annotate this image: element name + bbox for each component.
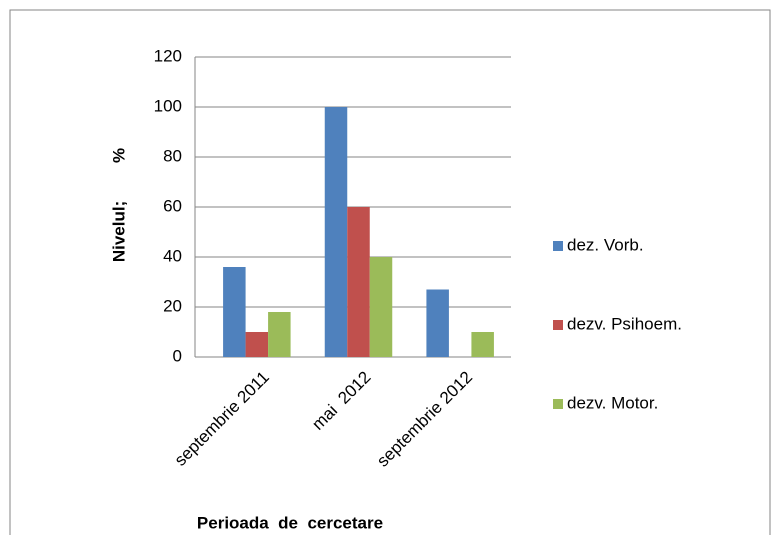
legend-swatch	[553, 320, 563, 330]
x-tick-label: septembrie 2011	[171, 368, 273, 470]
y-tick-label: 100	[154, 96, 182, 115]
y-tick-label: 60	[163, 196, 182, 215]
legend-label: dezv. Motor.	[567, 393, 658, 412]
y-tick-label: 40	[163, 246, 182, 265]
bar	[324, 107, 348, 357]
bar	[471, 332, 494, 357]
legend-swatch	[553, 241, 563, 251]
bar	[245, 332, 269, 357]
bar	[347, 207, 370, 357]
x-tick-label: mai 2012	[308, 368, 374, 434]
legend-label: dez. Vorb.	[567, 235, 644, 254]
legend-swatch	[553, 399, 563, 409]
bar	[369, 257, 393, 357]
legend-label: dezv. Psihoem.	[567, 314, 682, 333]
bar	[223, 267, 246, 357]
y-tick-label: 120	[154, 46, 182, 65]
x-tick-label: septembrie 2012	[373, 368, 476, 471]
y-axis-label: Nivelul; %	[109, 148, 128, 262]
bar	[426, 289, 449, 357]
y-tick-label: 0	[173, 346, 182, 365]
bar	[268, 312, 291, 357]
y-tick-label: 80	[163, 146, 182, 165]
chart-frame	[9, 9, 771, 535]
y-tick-label: 20	[163, 296, 182, 315]
x-axis-label: Perioada de cercetare	[197, 513, 383, 532]
